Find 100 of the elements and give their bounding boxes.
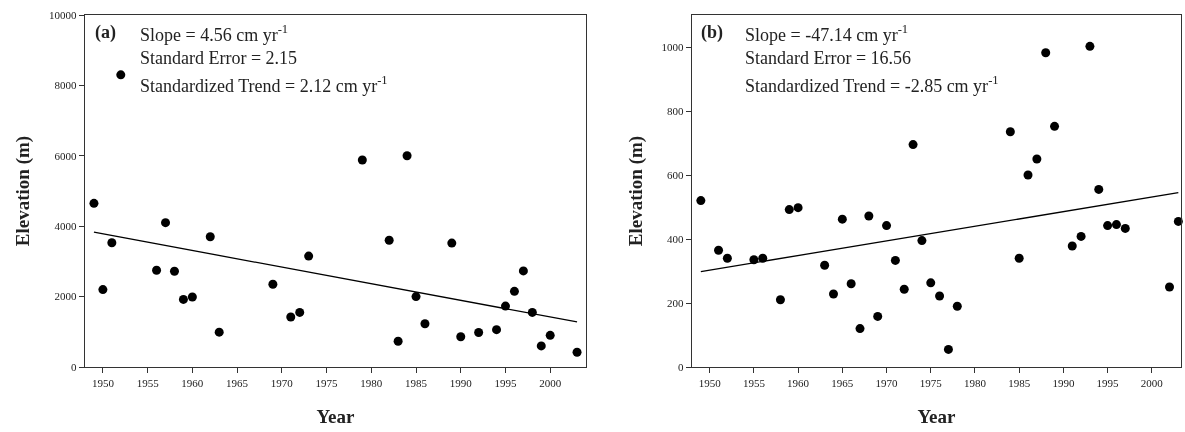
point: [268, 279, 278, 289]
x-tick-label: 1990: [449, 376, 473, 389]
annotation: (a): [95, 22, 116, 43]
point: [187, 292, 197, 302]
x-tick-label: 1965: [831, 376, 854, 389]
point: [286, 312, 296, 322]
point: [545, 330, 555, 340]
x-tick-label: 1950: [698, 376, 722, 389]
point: [1023, 170, 1033, 180]
y-tick-label: 0: [678, 360, 684, 373]
x-tick-label: 1975: [315, 376, 339, 389]
x-tick-label: 1975: [919, 376, 943, 389]
x-tick-label: 1980: [360, 376, 383, 389]
point: [837, 214, 847, 224]
point: [393, 336, 403, 346]
x-tick-label: 1960: [181, 376, 204, 389]
point: [873, 311, 883, 321]
y-tick-label: 200: [667, 296, 684, 309]
point: [1085, 41, 1095, 51]
x-tick-label: 1960: [787, 376, 810, 389]
annotation: Standard Error = 2.15: [140, 48, 298, 68]
point: [899, 284, 909, 294]
point: [1173, 216, 1183, 226]
point: [1050, 121, 1060, 131]
x-tick-label: 1970: [270, 376, 294, 389]
point: [295, 307, 305, 317]
point: [492, 325, 502, 335]
point: [926, 278, 936, 288]
y-tick-label: 10000: [49, 8, 77, 21]
point: [820, 260, 830, 270]
point: [116, 70, 126, 80]
x-tick-label: 1995: [494, 376, 517, 389]
point: [402, 151, 412, 161]
point: [722, 253, 732, 263]
annotation: Slope = 4.56 cm yr$^{-1}$: [140, 22, 289, 45]
point: [882, 221, 892, 231]
point: [1076, 231, 1086, 241]
point: [161, 218, 171, 228]
point: [169, 266, 179, 276]
point: [775, 295, 785, 305]
point: [846, 279, 856, 289]
y-tick-label: 600: [667, 168, 684, 181]
point: [696, 196, 706, 206]
y-axis-title: Elevation (m): [12, 135, 34, 247]
annotation: (b): [701, 22, 723, 43]
point: [1032, 154, 1042, 164]
point: [935, 291, 945, 301]
point: [1041, 48, 1051, 58]
point: [855, 324, 865, 334]
point: [411, 292, 421, 302]
point: [1067, 241, 1077, 251]
point: [456, 332, 466, 342]
x-tick-label: 1980: [963, 376, 987, 389]
y-tick-label: 800: [667, 104, 684, 117]
point: [447, 238, 457, 248]
x-tick-label: 2000: [539, 376, 562, 389]
point: [536, 341, 546, 351]
point: [214, 327, 224, 337]
point: [518, 266, 528, 276]
point: [178, 294, 188, 304]
x-tick-label: 1990: [1052, 376, 1075, 389]
y-tick-label: 0: [71, 360, 77, 373]
point: [572, 347, 582, 357]
point: [952, 301, 962, 311]
point: [864, 211, 874, 221]
annotation: Standardized Trend = -2.85 cm yr$^{-1}$: [745, 73, 999, 96]
y-tick-label: 1000: [661, 40, 684, 53]
point: [98, 285, 108, 295]
point: [908, 140, 918, 150]
point: [714, 245, 724, 255]
y-axis-title: Elevation (m): [624, 135, 647, 247]
point: [509, 286, 519, 296]
point: [943, 344, 953, 354]
x-tick-label: 1985: [405, 376, 428, 389]
x-tick-label: 1955: [136, 376, 160, 389]
point: [784, 205, 794, 215]
point: [1094, 184, 1104, 194]
x-tick-label: 1995: [1096, 376, 1120, 389]
x-tick-label: 1985: [1008, 376, 1031, 389]
point: [1165, 282, 1174, 292]
point: [1014, 253, 1024, 263]
x-tick-label: 1965: [226, 376, 249, 389]
point: [304, 251, 314, 261]
point: [89, 198, 99, 208]
point: [1103, 221, 1113, 231]
point: [793, 203, 803, 213]
point: [474, 328, 484, 337]
point: [420, 319, 430, 329]
point: [384, 235, 394, 245]
annotation: Standardized Trend = 2.12 cm yr$^{-1}$: [140, 73, 388, 96]
x-tick-label: 1950: [91, 376, 115, 389]
x-tick-label: 1970: [875, 376, 899, 389]
y-tick-label: 400: [667, 232, 684, 245]
x-axis-title: Year: [316, 406, 356, 428]
y-tick-label: 6000: [54, 149, 77, 162]
y-tick-label: 8000: [54, 79, 77, 92]
point: [107, 238, 117, 248]
x-tick-label: 1955: [742, 376, 766, 389]
annotation: Slope = -47.14 cm yr$^{-1}$: [745, 22, 909, 45]
point: [1005, 127, 1015, 137]
